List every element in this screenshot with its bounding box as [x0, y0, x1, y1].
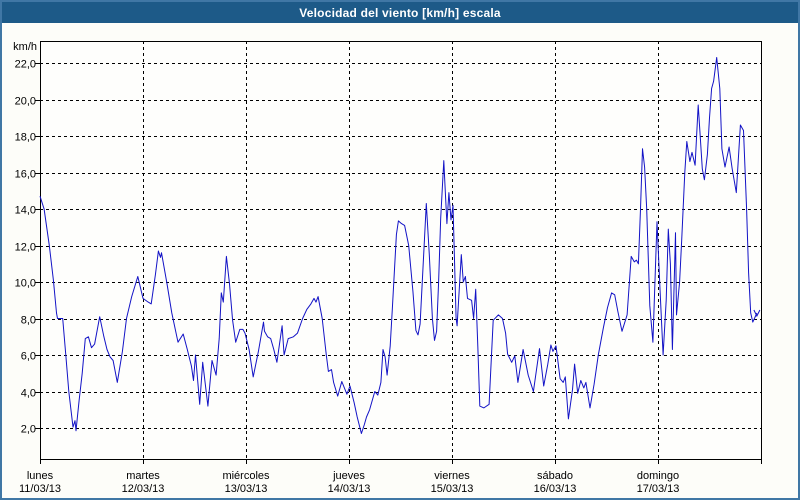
x-tick-date-label: 13/03/13 [225, 483, 268, 495]
wind-speed-series-line [39, 57, 758, 434]
plot-border [40, 41, 762, 460]
x-tick-day-label: martes [126, 470, 160, 482]
y-tick-label: 14,0 [15, 205, 36, 217]
x-tick-date-label: 15/03/13 [431, 483, 474, 495]
y-tick-label: 4,0 [21, 388, 36, 400]
x-tick-day-label: domingo [637, 470, 679, 482]
x-tick-day-label: miércoles [222, 470, 270, 482]
y-tick-label: 12,0 [15, 242, 36, 254]
y-tick-label: 22,0 [15, 59, 36, 71]
x-tick-day-label: viernes [434, 470, 470, 482]
y-tick-label: 2,0 [21, 424, 36, 436]
axis-labels: 22,0 20,0 18,0 16,0 14,0 12,0 10,0 8,0 6,0 4,0 2,0… [13, 41, 679, 495]
title-bar: Velocidad del viento [km/h] escala [2, 2, 798, 23]
x-tick-date-label: 11/03/13 [19, 483, 61, 495]
plot-area [40, 41, 761, 459]
x-tick-date-label: 17/03/13 [637, 483, 680, 495]
y-tick-label: 18,0 [15, 132, 36, 144]
wind-speed-line-chart: 22,0 20,0 18,0 16,0 14,0 12,0 10,0 8,0 6,0 4,0 2,0… [13, 41, 762, 495]
x-tick-day-label: lunes [27, 470, 54, 482]
x-tick-day-label: jueves [332, 470, 365, 482]
y-tick-label: 8,0 [21, 315, 36, 327]
y-tick-label: 10,0 [15, 278, 36, 290]
y-tick-label: 16,0 [15, 169, 36, 181]
y-tick-label: 20,0 [15, 96, 36, 108]
gridlines [40, 41, 761, 459]
y-axis-unit-label: km/h [13, 41, 37, 53]
series-end-marker [753, 309, 761, 318]
chart-title: Velocidad del viento [km/h] escala [299, 5, 501, 20]
x-tick-date-label: 14/03/13 [328, 483, 371, 495]
x-tick-date-label: 16/03/13 [534, 483, 577, 495]
y-tick-label: 6,0 [21, 351, 36, 363]
x-tick-day-label: sábado [537, 470, 573, 482]
x-tick-date-label: 12/03/13 [122, 483, 165, 495]
chart-host: 22,0 20,0 18,0 16,0 14,0 12,0 10,0 8,0 6,0 4,0 2,0… [2, 23, 798, 498]
